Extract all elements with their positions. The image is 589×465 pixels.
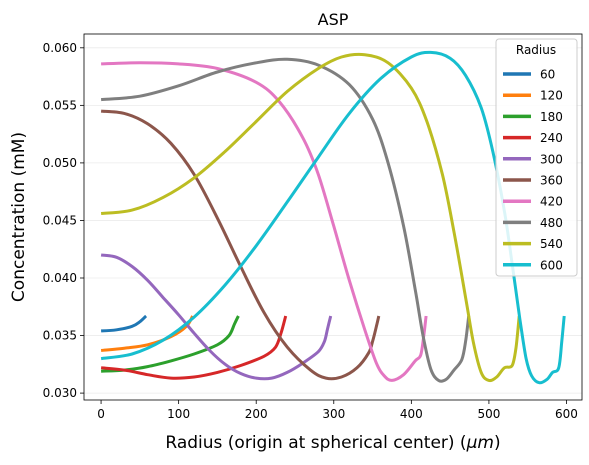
legend-label-300: 300	[540, 152, 563, 166]
legend-label-240: 240	[540, 131, 563, 145]
chart-title: ASP	[318, 10, 349, 29]
series-line-240	[100, 315, 288, 380]
series-lines	[100, 50, 566, 385]
y-tick-label-0: 0.030	[43, 386, 77, 400]
x-axis-label: Radius (origin at spherical center) (μm)	[165, 433, 500, 453]
legend-label-360: 360	[540, 174, 563, 188]
y-tick-label-1: 0.035	[43, 329, 77, 343]
y-axis-label: Concentration (mM)	[9, 132, 29, 302]
x-tick-label-5: 500	[477, 407, 500, 421]
x-tick-label-3: 300	[322, 407, 345, 421]
x-tick-label-4: 400	[400, 407, 423, 421]
plot-frame	[83, 33, 583, 401]
y-tick-label-3: 0.045	[43, 213, 77, 227]
y-tick-label-4: 0.050	[43, 156, 77, 170]
legend: Radius 60 120 180 240 300 360 420 480 540 600	[495, 38, 578, 277]
legend-label-600: 600	[540, 258, 563, 272]
series-line-60	[101, 314, 148, 333]
x-tick-label-0: 0	[97, 407, 105, 421]
legend-title: Radius	[516, 43, 556, 57]
legend-label-60: 60	[540, 68, 555, 82]
x-tick-label-6: 600	[555, 407, 578, 421]
x-tick-label-2: 200	[245, 407, 268, 421]
legend-label-120: 120	[540, 89, 563, 103]
legend-box	[495, 38, 578, 277]
legend-label-480: 480	[540, 216, 563, 230]
y-tick-label-6: 0.060	[43, 41, 77, 55]
legend-label-540: 540	[540, 237, 563, 251]
y-tick-label-5: 0.055	[43, 98, 77, 112]
legend-label-180: 180	[540, 110, 563, 124]
x-axis-ticks: 0 100 200 300 400 500 600	[97, 400, 578, 421]
x-tick-label-1: 100	[167, 407, 190, 421]
series-line-600	[100, 50, 566, 385]
series-line-540	[100, 52, 521, 383]
legend-label-420: 420	[540, 195, 563, 209]
x-axis-label-unit: μm	[466, 433, 494, 453]
series-line-300	[100, 253, 333, 381]
y-axis-ticks: 0.030 0.035 0.040 0.045 0.050 0.055 0.060	[43, 41, 84, 400]
series-line-420	[101, 61, 428, 382]
series-line-180	[101, 315, 240, 373]
series-line-480	[100, 57, 471, 383]
y-tick-label-2: 0.040	[43, 271, 77, 285]
legend-items: 60 120 180 240 300 360 420 480 540 600	[503, 68, 563, 272]
